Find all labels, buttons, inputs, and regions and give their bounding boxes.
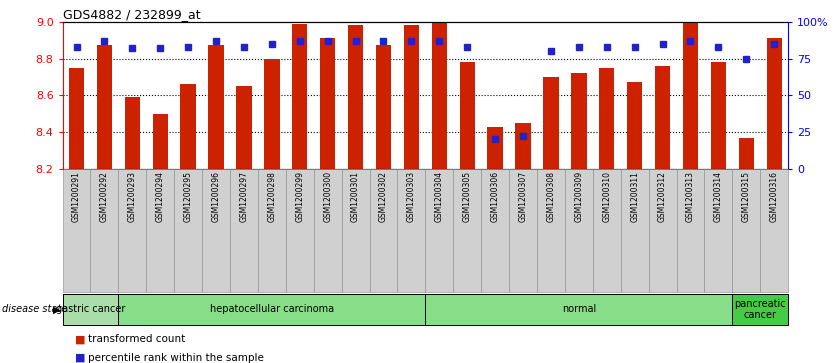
Bar (515, 123, 530, 169)
Bar (537, 169, 565, 292)
Text: GSM1200304: GSM1200304 (435, 171, 444, 223)
Bar (63, 294, 118, 325)
Bar (460, 62, 475, 169)
Bar (543, 77, 559, 169)
Bar (509, 169, 537, 292)
Text: GSM1200301: GSM1200301 (351, 171, 360, 222)
Text: GSM1200307: GSM1200307 (519, 171, 528, 223)
Text: GSM1200291: GSM1200291 (72, 171, 81, 222)
Bar (314, 169, 342, 292)
Bar (404, 25, 419, 169)
Text: GSM1200303: GSM1200303 (407, 171, 416, 223)
Bar (90, 169, 118, 292)
Bar (124, 97, 140, 169)
Bar (565, 169, 593, 292)
Text: GSM1200306: GSM1200306 (490, 171, 500, 223)
Text: GSM1200308: GSM1200308 (546, 171, 555, 222)
Bar (453, 169, 481, 292)
Bar (487, 127, 503, 169)
Bar (146, 169, 174, 292)
Bar (655, 66, 671, 169)
Text: GSM1200295: GSM1200295 (183, 171, 193, 222)
Bar (230, 169, 258, 292)
Bar (425, 294, 732, 325)
Text: GSM1200315: GSM1200315 (741, 171, 751, 222)
Text: hepatocellular carcinoma: hepatocellular carcinoma (210, 305, 334, 314)
Bar (705, 169, 732, 292)
Text: GSM1200305: GSM1200305 (463, 171, 472, 223)
Text: GSM1200314: GSM1200314 (714, 171, 723, 222)
Bar (97, 45, 112, 169)
Bar (369, 169, 398, 292)
Text: GSM1200309: GSM1200309 (575, 171, 583, 223)
Bar (432, 22, 447, 169)
Bar (342, 169, 369, 292)
Text: gastric cancer: gastric cancer (56, 305, 125, 314)
Bar (649, 169, 676, 292)
Bar (118, 169, 146, 292)
Bar (69, 68, 84, 169)
Bar (683, 22, 698, 169)
Text: GSM1200313: GSM1200313 (686, 171, 695, 222)
Text: transformed count: transformed count (88, 334, 185, 344)
Bar (398, 169, 425, 292)
Text: GSM1200311: GSM1200311 (631, 171, 639, 222)
Bar (593, 169, 620, 292)
Text: ■: ■ (75, 334, 86, 344)
Bar (599, 68, 615, 169)
Text: GSM1200298: GSM1200298 (268, 171, 276, 222)
Bar (153, 114, 168, 169)
Text: GSM1200300: GSM1200300 (323, 171, 332, 223)
Bar (208, 45, 224, 169)
Bar (258, 169, 286, 292)
Bar (627, 82, 642, 169)
Bar (732, 169, 761, 292)
Bar (376, 45, 391, 169)
Text: GSM1200297: GSM1200297 (239, 171, 249, 222)
Text: normal: normal (562, 305, 596, 314)
Bar (732, 294, 788, 325)
Bar (264, 58, 279, 169)
Text: GSM1200296: GSM1200296 (212, 171, 220, 222)
Text: GSM1200299: GSM1200299 (295, 171, 304, 222)
Text: GSM1200316: GSM1200316 (770, 171, 779, 222)
Text: GSM1200310: GSM1200310 (602, 171, 611, 222)
Text: ▶: ▶ (53, 305, 60, 314)
Bar (761, 169, 788, 292)
Text: pancreatic
cancer: pancreatic cancer (735, 299, 786, 320)
Bar (63, 169, 90, 292)
Bar (286, 169, 314, 292)
Text: GSM1200294: GSM1200294 (156, 171, 165, 222)
Bar (676, 169, 705, 292)
Bar (571, 73, 586, 169)
Bar (711, 62, 726, 169)
Bar (348, 25, 364, 169)
Bar (425, 169, 453, 292)
Text: GSM1200312: GSM1200312 (658, 171, 667, 222)
Text: GSM1200302: GSM1200302 (379, 171, 388, 222)
Bar (766, 38, 781, 169)
Text: percentile rank within the sample: percentile rank within the sample (88, 352, 264, 363)
Text: disease state: disease state (2, 305, 67, 314)
Bar (292, 24, 308, 169)
Text: GDS4882 / 232899_at: GDS4882 / 232899_at (63, 8, 200, 21)
Bar (620, 169, 649, 292)
Text: GSM1200293: GSM1200293 (128, 171, 137, 222)
Bar (180, 84, 196, 169)
Bar (174, 169, 202, 292)
Bar (202, 169, 230, 292)
Text: ■: ■ (75, 352, 86, 363)
Bar (236, 86, 252, 169)
Bar (481, 169, 509, 292)
Bar (739, 138, 754, 169)
Bar (320, 38, 335, 169)
Text: GSM1200292: GSM1200292 (100, 171, 109, 222)
Bar (118, 294, 425, 325)
